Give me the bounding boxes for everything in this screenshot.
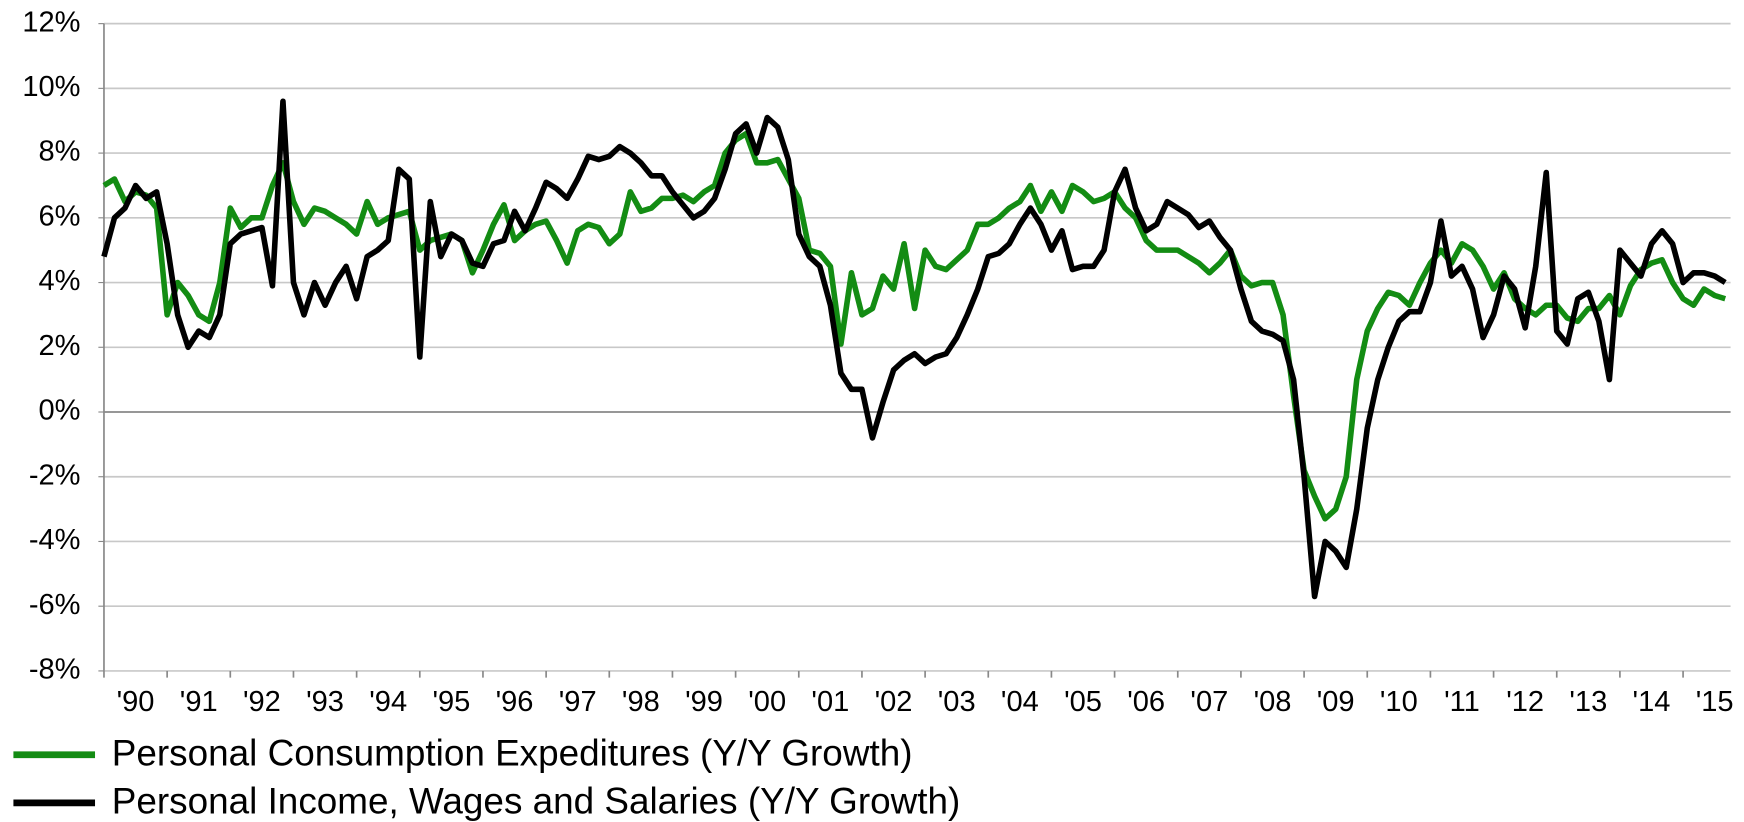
x-tick-label: '12 xyxy=(1506,686,1544,718)
x-tick-label: '93 xyxy=(306,686,344,718)
x-tick-label: '04 xyxy=(1001,686,1039,718)
x-tick-label: '97 xyxy=(559,686,597,718)
x-tick-label: '95 xyxy=(432,686,470,718)
y-tick-label: 0% xyxy=(39,395,81,427)
x-tick-label: '09 xyxy=(1317,686,1355,718)
x-tick-label: '07 xyxy=(1190,686,1228,718)
y-tick-label: 10% xyxy=(22,71,80,103)
x-tick-label: '05 xyxy=(1064,686,1102,718)
x-tick-label: '10 xyxy=(1380,686,1418,718)
y-tick-label: 2% xyxy=(39,330,81,362)
x-tick-label: '99 xyxy=(685,686,723,718)
x-tick-label: '03 xyxy=(938,686,976,718)
x-tick-label: '08 xyxy=(1254,686,1292,718)
y-tick-label: -8% xyxy=(29,654,81,686)
y-tick-label: 8% xyxy=(39,136,81,168)
x-tick-label: '92 xyxy=(243,686,281,718)
y-tick-label: -6% xyxy=(29,589,81,621)
y-tick-label: -2% xyxy=(29,459,81,491)
x-tick-label: '01 xyxy=(811,686,849,718)
x-tick-label: '91 xyxy=(180,686,218,718)
series-line xyxy=(101,98,1727,600)
legend-label: Personal Income, Wages and Salaries (Y/Y… xyxy=(112,781,961,822)
x-tick-label: '15 xyxy=(1696,686,1734,718)
x-tick-label: '90 xyxy=(117,686,155,718)
x-tick-label: '94 xyxy=(369,686,407,718)
x-tick-label: '98 xyxy=(622,686,660,718)
y-tick-label: 4% xyxy=(39,265,81,297)
y-tick-label: -4% xyxy=(29,524,81,556)
y-tick-label: 12% xyxy=(22,6,80,38)
x-tick-label: '14 xyxy=(1633,686,1671,718)
x-tick-label: '00 xyxy=(748,686,786,718)
x-tick-label: '02 xyxy=(875,686,913,718)
x-tick-label: '13 xyxy=(1569,686,1607,718)
x-tick-label: '06 xyxy=(1127,686,1165,718)
series-line xyxy=(102,130,1727,522)
legend-label: Personal Consumption Expeditures (Y/Y Gr… xyxy=(112,733,913,774)
x-tick-label: '11 xyxy=(1444,686,1480,718)
y-tick-label: 6% xyxy=(39,200,81,232)
x-tick-label: '96 xyxy=(496,686,534,718)
